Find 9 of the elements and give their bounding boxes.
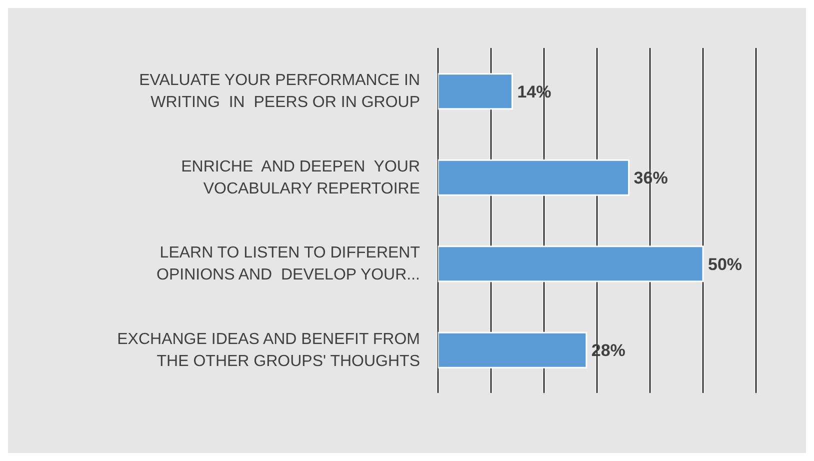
data-label: 50% [708,254,742,274]
bar [438,246,704,282]
bar [438,159,630,196]
bar [438,332,588,368]
y-tick-label: LEARN TO LISTEN TO DIFFERENT OPINIONS AND DEVELOP YOUR... [156,244,420,284]
y-tick-label: EVALUATE YOUR PERFORMANCE IN WRITING IN PEERS OR IN GROUP [139,72,420,112]
y-tick-label: ENRICHE AND DEEPEN YOUR VOCABULARY REPERTOIRE [181,158,420,198]
bar [438,73,513,110]
y-tick-label: EXCHANGE IDEAS AND BENEFIT FROM THE OTHER GROUPS' THOUGHTS [117,330,420,370]
